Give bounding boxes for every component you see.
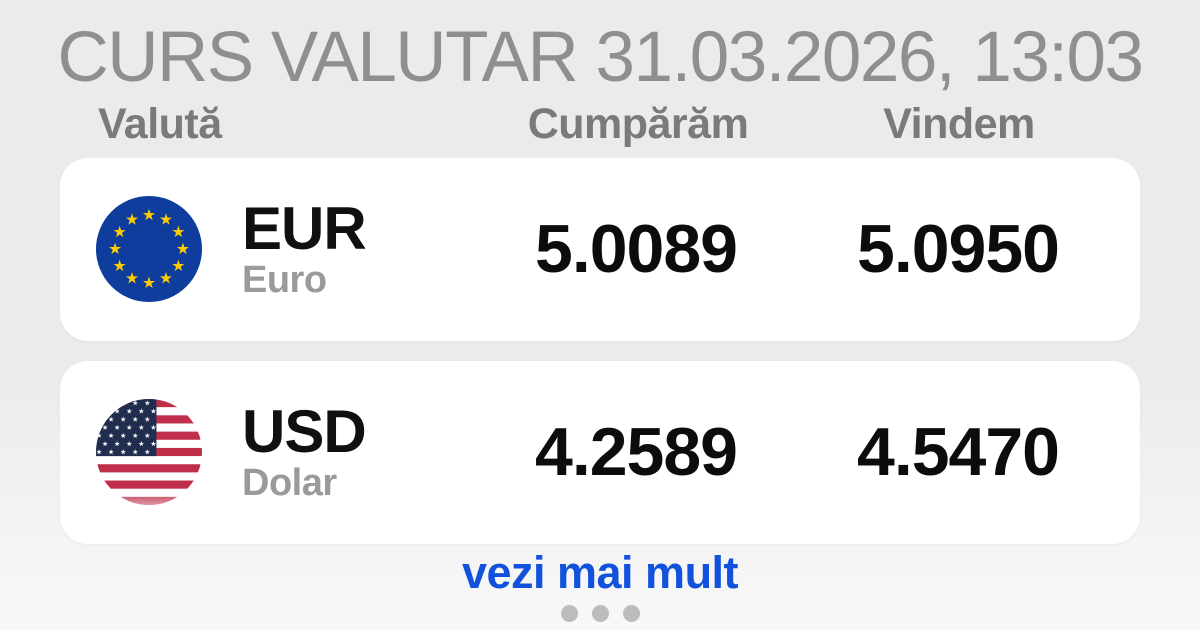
buy-rate: 5.0089	[535, 211, 738, 288]
table-row-usd: USD Dolar 4.2589 4.5470	[60, 360, 1140, 544]
pagination-dot[interactable]	[560, 604, 578, 622]
currency-code: EUR	[242, 194, 367, 262]
table-header-row: Valută Cumpărăm Vindem	[60, 100, 1140, 150]
currency-cell: EUR Euro	[96, 194, 476, 303]
currency-name: Dolar	[242, 461, 337, 504]
currency-code: USD	[242, 397, 367, 465]
currency-labels: EUR Euro	[242, 194, 367, 302]
currency-cell: USD Dolar	[96, 397, 476, 506]
rates-list: EUR Euro 5.0089 5.0950	[60, 157, 1140, 544]
currency-labels: USD Dolar	[242, 397, 367, 505]
sell-rate: 4.5470	[857, 414, 1060, 491]
table-row-eur: EUR Euro 5.0089 5.0950	[60, 157, 1140, 341]
pagination-dots	[0, 604, 1200, 622]
page-title: CURS VALUTAR 31.03.2026, 13:03	[57, 18, 1144, 97]
eu-flag-icon	[96, 196, 202, 303]
us-flag-icon	[96, 399, 202, 506]
column-header-buy: Cumpărăm	[527, 100, 749, 149]
column-header-currency: Valută	[98, 100, 222, 149]
column-header-sell: Vindem	[883, 100, 1035, 149]
buy-rate: 4.2589	[535, 414, 738, 491]
pagination-dot[interactable]	[591, 604, 609, 622]
currency-name: Euro	[242, 258, 327, 301]
pagination-dot[interactable]	[622, 604, 640, 622]
see-more-link[interactable]: vezi mai mult	[461, 546, 739, 598]
sell-rate: 5.0950	[857, 211, 1060, 288]
